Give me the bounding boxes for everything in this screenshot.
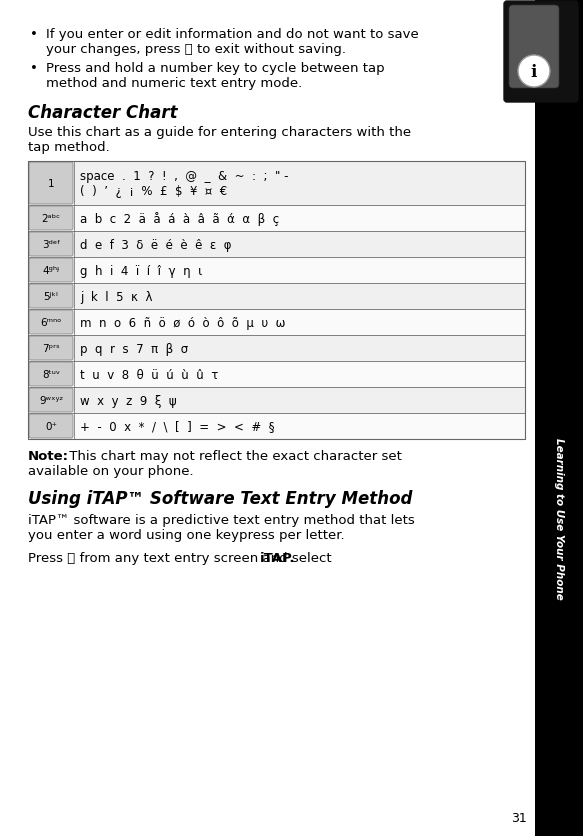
Bar bbox=[28, 414, 525, 440]
FancyBboxPatch shape bbox=[504, 2, 578, 103]
Text: •: • bbox=[30, 28, 38, 41]
FancyBboxPatch shape bbox=[29, 285, 73, 308]
Text: 0⁺: 0⁺ bbox=[45, 421, 57, 431]
Text: •: • bbox=[30, 62, 38, 75]
Text: tap method.: tap method. bbox=[28, 140, 110, 154]
Circle shape bbox=[518, 56, 550, 88]
FancyBboxPatch shape bbox=[509, 6, 559, 89]
Text: Using iTAP™ Software Text Entry Method: Using iTAP™ Software Text Entry Method bbox=[28, 489, 412, 507]
Bar bbox=[28, 257, 525, 283]
Text: 2ᵃᵇᶜ: 2ᵃᵇᶜ bbox=[41, 214, 61, 224]
Text: i: i bbox=[531, 64, 537, 80]
Text: you enter a word using one keypress per letter.: you enter a word using one keypress per … bbox=[28, 528, 345, 542]
Text: Note:: Note: bbox=[28, 450, 69, 462]
FancyBboxPatch shape bbox=[29, 206, 73, 231]
FancyBboxPatch shape bbox=[29, 415, 73, 438]
FancyBboxPatch shape bbox=[29, 337, 73, 360]
Text: a  b  c  2  ä  å  á  à  â  ã  ά  α  β  ç: a b c 2 ä å á à â ã ά α β ç bbox=[80, 212, 279, 226]
FancyBboxPatch shape bbox=[29, 258, 73, 283]
Text: m  n  o  6  ñ  ö  ø  ó  ò  ô  õ  μ  υ  ω: m n o 6 ñ ö ø ó ò ô õ μ υ ω bbox=[80, 316, 285, 329]
Text: space  .  1  ?  !  ,  @  _  &  ~  :  ;  " -: space . 1 ? ! , @ _ & ~ : ; " - bbox=[80, 170, 289, 183]
Text: 1: 1 bbox=[48, 179, 54, 189]
Bar bbox=[28, 206, 525, 232]
Text: your changes, press ⓨ to exit without saving.: your changes, press ⓨ to exit without sa… bbox=[46, 43, 346, 56]
Bar bbox=[28, 361, 525, 388]
Text: p  q  r  s  7  π  β  σ: p q r s 7 π β σ bbox=[80, 342, 188, 355]
Text: 3ᵈᵉᶠ: 3ᵈᵉᶠ bbox=[42, 240, 60, 250]
Bar bbox=[28, 162, 525, 440]
Text: If you enter or edit information and do not want to save: If you enter or edit information and do … bbox=[46, 28, 419, 41]
Text: d  e  f  3  δ  ë  é  è  ê  ε  φ: d e f 3 δ ë é è ê ε φ bbox=[80, 238, 231, 251]
FancyBboxPatch shape bbox=[29, 311, 73, 334]
Text: t  u  v  8  θ  ü  ú  ù  û  τ: t u v 8 θ ü ú ù û τ bbox=[80, 368, 219, 381]
Text: Learning to Use Your Phone: Learning to Use Your Phone bbox=[554, 437, 564, 599]
Text: g  h  i  4  ï  í  î  γ  η  ι: g h i 4 ï í î γ η ι bbox=[80, 264, 202, 278]
FancyBboxPatch shape bbox=[29, 232, 73, 257]
Text: 7ᵖʳˢ: 7ᵖʳˢ bbox=[42, 344, 60, 354]
Text: method and numeric text entry mode.: method and numeric text entry mode. bbox=[46, 77, 302, 90]
Text: j  k  l  5  κ  λ: j k l 5 κ λ bbox=[80, 290, 153, 303]
Bar bbox=[535, 0, 583, 836]
Text: 5ʲᵏˡ: 5ʲᵏˡ bbox=[44, 292, 58, 302]
Text: w  x  y  z  9  ξ  ψ: w x y z 9 ξ ψ bbox=[80, 394, 177, 407]
Bar bbox=[28, 162, 525, 206]
Text: +  -  0  x  *  /  \  [  ]  =  >  <  #  §: + - 0 x * / \ [ ] = > < # § bbox=[80, 420, 275, 433]
Bar bbox=[28, 283, 525, 309]
Text: 31: 31 bbox=[511, 811, 527, 824]
Text: available on your phone.: available on your phone. bbox=[28, 465, 194, 477]
FancyBboxPatch shape bbox=[29, 363, 73, 386]
Text: This chart may not reflect the exact character set: This chart may not reflect the exact cha… bbox=[65, 450, 402, 462]
Text: 4ᵍʰᶡ: 4ᵍʰᶡ bbox=[42, 266, 60, 276]
Text: 6ᵐⁿᵒ: 6ᵐⁿᵒ bbox=[40, 318, 62, 328]
Text: iTAP.: iTAP. bbox=[260, 551, 296, 564]
Text: 8ᵗᵘᵛ: 8ᵗᵘᵛ bbox=[42, 370, 60, 380]
Text: Use this chart as a guide for entering characters with the: Use this chart as a guide for entering c… bbox=[28, 126, 411, 139]
Text: iTAP™ software is a predictive text entry method that lets: iTAP™ software is a predictive text entr… bbox=[28, 513, 415, 527]
Bar bbox=[28, 309, 525, 335]
Text: Character Chart: Character Chart bbox=[28, 104, 178, 122]
Text: Press and hold a number key to cycle between tap: Press and hold a number key to cycle bet… bbox=[46, 62, 385, 75]
Bar bbox=[28, 335, 525, 361]
Bar bbox=[28, 232, 525, 257]
Text: Press ⓜ from any text entry screen and select: Press ⓜ from any text entry screen and s… bbox=[28, 551, 336, 564]
Text: 9ʷˣʸᶻ: 9ʷˣʸᶻ bbox=[39, 395, 63, 405]
FancyBboxPatch shape bbox=[29, 163, 73, 205]
FancyBboxPatch shape bbox=[29, 389, 73, 412]
Text: (  )  ’  ¿  ¡  %  £  $  ¥  ¤  €: ( ) ’ ¿ ¡ % £ $ ¥ ¤ € bbox=[80, 185, 227, 197]
Bar bbox=[28, 388, 525, 414]
